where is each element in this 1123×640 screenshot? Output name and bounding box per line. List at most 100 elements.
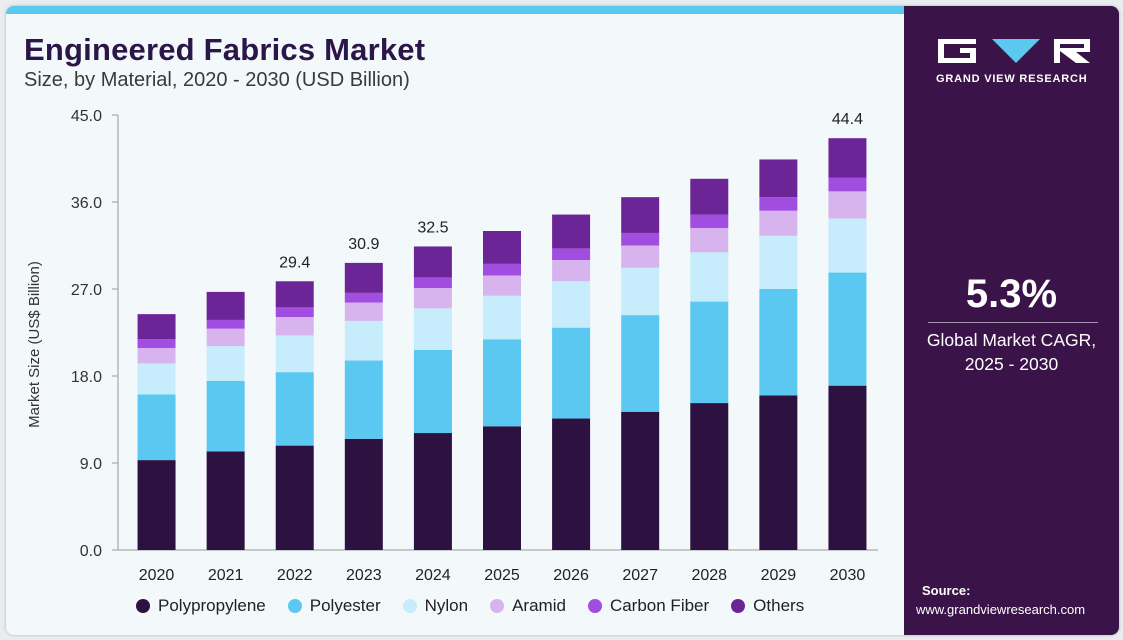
bar-segment bbox=[137, 347, 176, 364]
bar-segment bbox=[621, 411, 660, 550]
cagr-value: 5.3% bbox=[965, 272, 1058, 316]
x-tick-label: 2028 bbox=[691, 567, 727, 584]
bar-segment bbox=[690, 252, 729, 302]
brand-name: GRAND VIEW RESEARCH bbox=[936, 73, 1088, 85]
bar-segment bbox=[552, 260, 591, 282]
bar-segment bbox=[552, 327, 591, 419]
bar-segment bbox=[344, 360, 383, 439]
bar-segment bbox=[137, 314, 176, 340]
legend-item: Others bbox=[731, 596, 804, 616]
bar-segment bbox=[275, 307, 314, 318]
bar-segment bbox=[206, 451, 245, 550]
bar-segment bbox=[690, 178, 729, 215]
bar-segment bbox=[344, 262, 383, 293]
x-tick-label: 2025 bbox=[484, 567, 520, 584]
y-tick-label: 18.0 bbox=[71, 369, 102, 386]
bar-segment bbox=[275, 281, 314, 308]
legend-swatch bbox=[402, 599, 417, 613]
x-tick-label: 2021 bbox=[208, 567, 244, 584]
bar-segment bbox=[828, 385, 867, 550]
accent-bar bbox=[6, 6, 904, 14]
bar-segment bbox=[483, 231, 521, 264]
chart-subtitle: Size, by Material, 2020 - 2030 (USD Bill… bbox=[24, 69, 410, 91]
divider bbox=[928, 322, 1098, 323]
legend-swatch bbox=[136, 599, 150, 613]
bar-segment bbox=[413, 288, 452, 309]
legend-swatch bbox=[587, 599, 602, 613]
y-tick-label: 36.0 bbox=[71, 195, 102, 212]
chart-title: Engineered Fabrics Market bbox=[24, 32, 426, 67]
bar-segment bbox=[344, 320, 383, 361]
bar-segment bbox=[275, 372, 314, 446]
cagr-label: Global Market CAGR, 2025 - 2030 bbox=[904, 328, 1119, 376]
bar-total-label: 44.4 bbox=[832, 111, 863, 128]
bar-segment bbox=[206, 346, 245, 381]
y-tick-label: 45.0 bbox=[71, 108, 102, 125]
bar-segment bbox=[206, 328, 245, 347]
y-axis-title: Market Size (US$ Billion) bbox=[26, 261, 43, 428]
bar-segment bbox=[483, 426, 521, 550]
cagr-label-line1: Global Market CAGR, bbox=[926, 330, 1097, 350]
bar-segment bbox=[275, 335, 314, 373]
bar-segment bbox=[621, 245, 660, 268]
x-tick-label: 2030 bbox=[830, 567, 866, 584]
bar-segment bbox=[828, 218, 867, 273]
bar-segment bbox=[413, 246, 452, 278]
chart-card: Engineered Fabrics Market Size, by Mater… bbox=[6, 6, 1119, 635]
chart-plot: 0.0 9.0 18.0 27.0 36.0 45.0 Market Size (US$ B… bbox=[26, 108, 878, 584]
bar-segment bbox=[206, 319, 245, 329]
y-tick-label: 9.0 bbox=[80, 456, 102, 473]
bar-segment bbox=[828, 138, 867, 178]
bar-total-label: 30.9 bbox=[348, 236, 379, 253]
source-label: Source: bbox=[922, 583, 971, 598]
bar-segment bbox=[552, 214, 591, 249]
legend-swatch bbox=[287, 599, 302, 613]
bar-segment bbox=[483, 295, 521, 340]
bar-segment bbox=[621, 267, 660, 316]
bar-segment bbox=[759, 395, 798, 550]
bar-segment bbox=[344, 292, 383, 303]
bar-segment bbox=[206, 291, 245, 320]
bar-segment bbox=[344, 438, 383, 550]
bar-segment bbox=[759, 197, 798, 211]
bar-segment bbox=[759, 289, 798, 396]
bar-segment bbox=[137, 339, 176, 348]
bar-segment bbox=[483, 339, 521, 427]
x-tick-label: 2023 bbox=[346, 567, 382, 584]
legend-item: Carbon Fiber bbox=[587, 596, 710, 616]
bar-segment bbox=[413, 349, 452, 434]
bar-segment bbox=[413, 433, 452, 550]
bar-segment bbox=[828, 272, 867, 386]
legend-item: Polyester bbox=[287, 596, 381, 616]
x-tick-label: 2020 bbox=[139, 567, 175, 584]
source-url[interactable]: www.grandviewresearch.com bbox=[916, 602, 1086, 617]
y-tick-label: 27.0 bbox=[71, 282, 102, 299]
cagr-label-line2: 2025 - 2030 bbox=[964, 354, 1059, 374]
legend-label: Aramid bbox=[512, 596, 566, 615]
bar-segment bbox=[206, 380, 245, 452]
bar-segment bbox=[137, 460, 176, 550]
bar-segment bbox=[621, 197, 660, 233]
bar-segment bbox=[552, 248, 591, 260]
bar-segment bbox=[552, 418, 591, 550]
legend-label: Carbon Fiber bbox=[609, 596, 710, 615]
bar-segment bbox=[137, 394, 176, 461]
bar-total-label: 29.4 bbox=[279, 254, 310, 271]
legend-item: Polypropylene bbox=[136, 596, 266, 616]
legend-label: Others bbox=[753, 596, 805, 615]
bar-segment bbox=[828, 177, 867, 192]
x-tick-label: 2022 bbox=[277, 567, 313, 584]
bar-segment bbox=[759, 235, 798, 289]
legend-item: Nylon bbox=[402, 596, 468, 616]
bar-segment bbox=[621, 232, 660, 246]
x-tick-label: 2024 bbox=[415, 567, 451, 584]
bar-segment bbox=[690, 228, 729, 253]
bar-segment bbox=[759, 210, 798, 236]
bar-segment bbox=[690, 214, 729, 229]
bar-segment bbox=[828, 191, 867, 219]
grand-view-research-logo bbox=[938, 39, 1090, 63]
bar-segment bbox=[413, 277, 452, 289]
bar-segment bbox=[137, 363, 176, 395]
bar-segment bbox=[413, 308, 452, 350]
bar-segment bbox=[344, 302, 383, 321]
